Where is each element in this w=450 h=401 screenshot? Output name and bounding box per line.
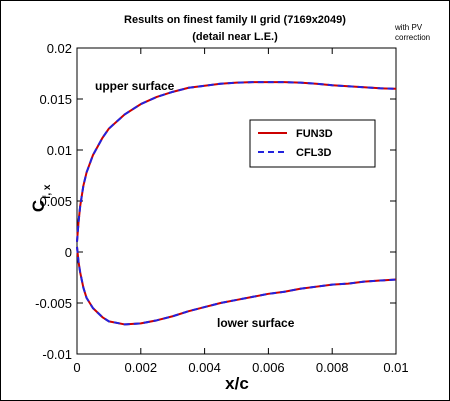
y-axis-label: C f, x (29, 184, 53, 212)
y-tick-label: -0.01 (42, 347, 72, 362)
chart-title-line1: Results on finest family II grid (7169x2… (124, 14, 346, 26)
legend-label-fun3d: FUN3D (296, 128, 333, 140)
x-axis-label: x/c (225, 374, 249, 393)
x-tick-label: 0.01 (383, 360, 408, 375)
y-tick-label: 0.02 (47, 41, 72, 56)
legend-box (249, 119, 376, 168)
x-tick-label: 0.006 (252, 360, 285, 375)
axis-ticks: 0 0.002 0.004 0.006 0.008 0.01 -0.01 -0.005 0 0.0… (35, 41, 409, 375)
y-axis-label-main: C (29, 200, 48, 212)
chart-title-line2: (detail near L.E.) (192, 31, 278, 43)
y-axis-label-subscript: f, x (42, 184, 53, 199)
x-tick-label: 0.008 (316, 360, 349, 375)
upper-surface-annotation: upper surface (95, 79, 175, 93)
data-curves (76, 81, 397, 326)
x-tick-label: 0.004 (188, 360, 221, 375)
x-tick-label: 0.002 (125, 360, 158, 375)
x-tick-label: 0 (73, 360, 80, 375)
lower-surface-annotation: lower surface (217, 316, 295, 330)
y-tick-label: 0.015 (39, 92, 72, 107)
side-note-line2: correction (395, 33, 430, 42)
plot-area (76, 47, 397, 355)
series-line-fun3d-lower (76, 246, 397, 326)
series-line-cfl3d-upper (76, 81, 397, 242)
legend-label-cfl3d: CFL3D (296, 147, 332, 159)
legend: FUN3D CFL3D (249, 119, 376, 168)
y-tick-label: 0.01 (47, 143, 72, 158)
side-note-line1: with PV (394, 23, 423, 32)
y-tick-label: 0.005 (39, 194, 72, 209)
y-tick-label: -0.005 (35, 296, 72, 311)
y-tick-label: 0 (65, 245, 72, 260)
series-line-cfl3d-lower (76, 246, 397, 326)
